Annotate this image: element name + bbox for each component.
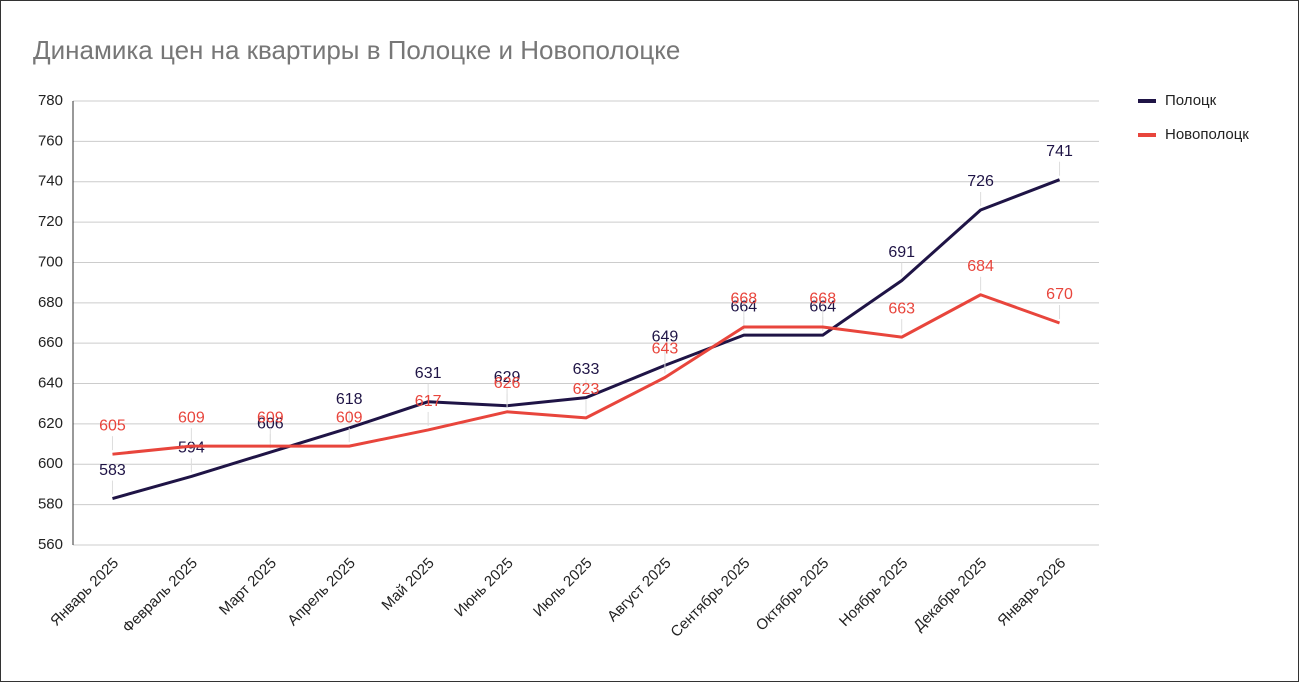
data-label: 606: [257, 415, 284, 432]
data-label: 633: [573, 361, 600, 378]
data-label: 668: [730, 290, 757, 307]
data-label: 609: [257, 409, 284, 426]
data-label: 726: [967, 173, 994, 190]
legend-label: Новополоцк: [1165, 126, 1249, 143]
chart-title: Динамика цен на квартиры в Полоцке и Нов…: [33, 35, 680, 65]
data-label: 649: [652, 329, 679, 346]
y-tick-label: 720: [38, 213, 63, 230]
data-label: 594: [178, 440, 205, 457]
data-label: 617: [415, 393, 442, 410]
y-tick-label: 640: [38, 375, 63, 392]
y-tick-label: 620: [38, 415, 63, 432]
y-tick-label: 760: [38, 132, 63, 149]
data-label: 664: [809, 298, 836, 315]
data-label: 691: [888, 244, 915, 261]
y-tick-label: 740: [38, 173, 63, 190]
data-label: 643: [652, 341, 679, 358]
legend-label: Полоцк: [1165, 92, 1217, 109]
y-tick-label: 560: [38, 536, 63, 553]
data-label: 631: [415, 365, 442, 382]
data-label: 609: [178, 409, 205, 426]
y-tick-label: 700: [38, 253, 63, 270]
data-label: 618: [336, 391, 363, 408]
data-label: 741: [1046, 143, 1073, 160]
data-label: 583: [99, 462, 126, 479]
data-label: 670: [1046, 286, 1073, 303]
y-tick-label: 780: [38, 92, 63, 109]
y-tick-label: 660: [38, 334, 63, 351]
data-label: 623: [573, 381, 600, 398]
y-tick-label: 680: [38, 294, 63, 311]
data-label: 684: [967, 258, 994, 275]
series-line: [112, 178, 1061, 501]
data-label: 626: [494, 375, 521, 392]
data-label: 629: [494, 369, 521, 386]
series-line: [112, 293, 1061, 456]
data-label: 664: [730, 298, 757, 315]
data-label: 609: [336, 409, 363, 426]
data-label: 668: [809, 290, 836, 307]
y-tick-label: 600: [38, 455, 63, 472]
data-label: 663: [888, 300, 915, 317]
data-label: 605: [99, 417, 126, 434]
y-tick-label: 580: [38, 496, 63, 513]
